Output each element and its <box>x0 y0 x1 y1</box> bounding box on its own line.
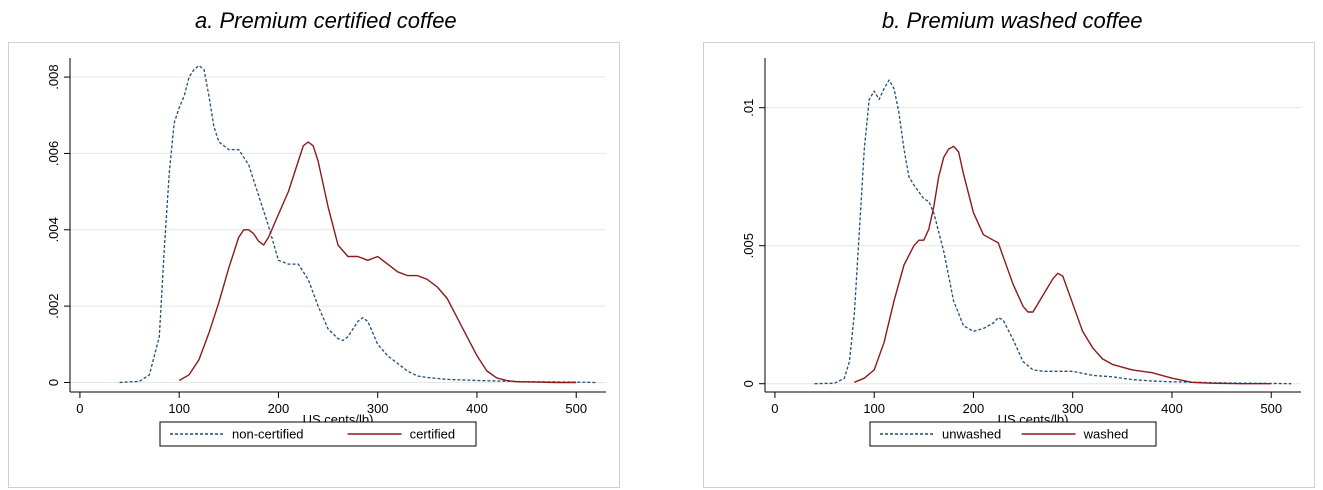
chart-frame <box>703 42 1315 488</box>
x-tick-label: 400 <box>1161 401 1183 416</box>
chart-b-panel: 0.005.01 0 100 200 300 400 500 US cents/lb) unwa… <box>703 42 1315 488</box>
y-tick-label: .01 <box>741 99 756 117</box>
legend-label-non-certified: non-certified <box>232 427 304 442</box>
x-tick-label: 0 <box>76 401 83 416</box>
y-tick-label: .006 <box>46 141 61 166</box>
y-tick-label: .008 <box>46 64 61 89</box>
x-tick-label: 500 <box>565 401 587 416</box>
series-line-non-certified <box>119 64 597 384</box>
y-tick-label: 0 <box>741 380 756 387</box>
y-tick-label: .004 <box>46 217 61 242</box>
x-tick-label: 300 <box>1062 401 1084 416</box>
legend-label-unwashed: unwashed <box>942 427 1001 442</box>
series-line-washed <box>854 145 1272 385</box>
x-tick-label: 500 <box>1260 401 1282 416</box>
x-tick-label: 100 <box>168 401 190 416</box>
chart-b-title: b. Premium washed coffee <box>882 8 1143 33</box>
x-tick-label: 200 <box>963 401 985 416</box>
series-line-unwashed <box>814 79 1292 385</box>
y-tick-label: 0 <box>46 379 61 386</box>
x-tick-label: 300 <box>367 401 389 416</box>
y-tick-label: .002 <box>46 293 61 318</box>
x-tick-label: 400 <box>466 401 488 416</box>
chart-a-title: a. Premium certified coffee <box>195 8 457 33</box>
x-tick-label: 100 <box>863 401 885 416</box>
legend-label-washed: washed <box>1083 427 1129 442</box>
x-tick-label: 200 <box>268 401 290 416</box>
x-tick-label: 0 <box>771 401 778 416</box>
legend-box <box>159 421 477 447</box>
chart-a-panel: 0.002.004.006.008 0 100 200 300 400 500 US cent… <box>8 42 620 488</box>
legend-label-certified: certified <box>410 427 456 442</box>
y-tick-label: .005 <box>741 233 756 258</box>
series-line-certified <box>178 141 577 384</box>
chart-frame <box>8 42 620 488</box>
